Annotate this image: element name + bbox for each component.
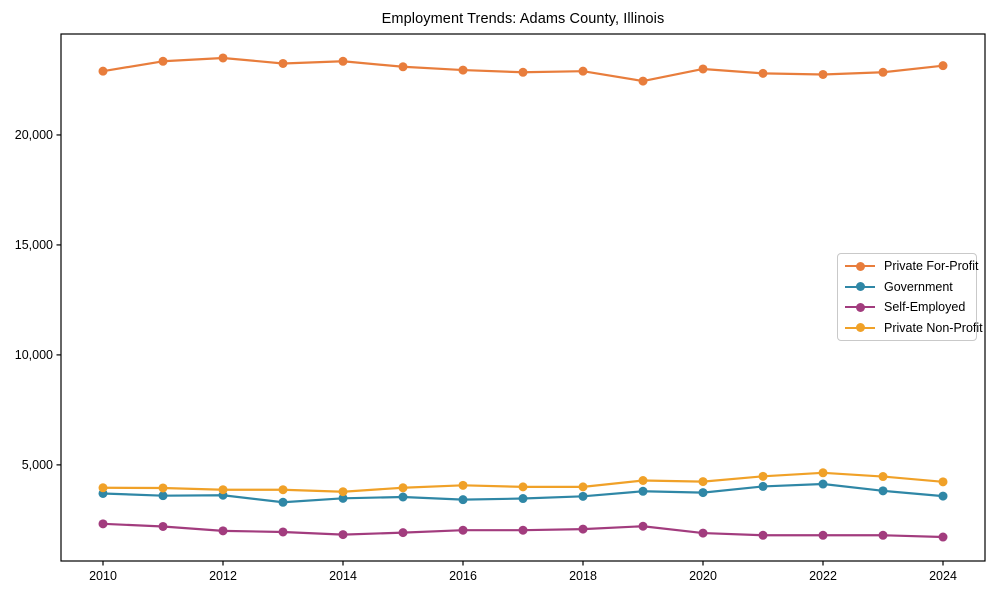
- data-point-marker: [458, 495, 468, 505]
- data-point-marker: [938, 61, 948, 71]
- x-tick-label: 2020: [689, 569, 717, 583]
- data-point-marker: [278, 497, 288, 507]
- chart-title: Employment Trends: Adams County, Illinoi…: [381, 11, 665, 27]
- data-point-marker: [398, 483, 408, 493]
- data-point-marker: [98, 483, 108, 493]
- data-point-marker: [518, 482, 528, 492]
- data-point-marker: [638, 486, 648, 496]
- data-point-marker: [758, 530, 768, 540]
- data-point-marker: [218, 526, 228, 536]
- data-point-marker: [878, 486, 888, 496]
- data-point-marker: [398, 492, 408, 502]
- data-point-marker: [338, 530, 348, 540]
- y-tick-label: 5,000: [22, 458, 53, 472]
- data-point-marker: [698, 477, 708, 487]
- data-point-marker: [98, 519, 108, 529]
- data-point-marker: [698, 488, 708, 498]
- data-point-marker: [638, 475, 648, 485]
- data-point-marker: [878, 472, 888, 482]
- data-point-marker: [458, 480, 468, 490]
- data-point-marker: [638, 521, 648, 531]
- legend-marker-icon: [845, 282, 875, 292]
- data-point-marker: [158, 491, 168, 501]
- data-point-marker: [278, 58, 288, 68]
- legend-marker-icon: [845, 261, 875, 271]
- data-point-marker: [578, 524, 588, 534]
- legend-item: Self-Employed: [845, 297, 969, 317]
- data-point-marker: [458, 525, 468, 535]
- x-tick-label: 2010: [89, 569, 117, 583]
- x-tick-label: 2014: [329, 569, 357, 583]
- legend-marker-icon: [845, 302, 875, 312]
- y-tick-label: 10,000: [15, 348, 53, 362]
- data-point-marker: [578, 482, 588, 492]
- data-point-marker: [938, 477, 948, 487]
- data-point-marker: [98, 66, 108, 76]
- x-tick-label: 2018: [569, 569, 597, 583]
- plot-border: [60, 33, 986, 562]
- legend-label: Self-Employed: [884, 300, 966, 315]
- data-point-marker: [938, 532, 948, 542]
- data-point-marker: [938, 491, 948, 501]
- data-point-marker: [518, 525, 528, 535]
- x-tick-label: 2024: [929, 569, 957, 583]
- data-point-marker: [698, 528, 708, 538]
- legend-item: Private Non-Profit: [845, 318, 983, 338]
- data-point-marker: [338, 56, 348, 66]
- x-tick-label: 2022: [809, 569, 837, 583]
- data-point-marker: [578, 66, 588, 76]
- data-point-marker: [758, 68, 768, 78]
- data-point-marker: [398, 62, 408, 72]
- data-point-marker: [878, 67, 888, 77]
- y-tick-label: 15,000: [15, 238, 53, 252]
- legend-item: Private For-Profit: [845, 256, 978, 276]
- data-point-marker: [158, 56, 168, 66]
- legend-label: Private For-Profit: [884, 259, 979, 274]
- data-point-marker: [158, 483, 168, 493]
- data-point-marker: [398, 528, 408, 538]
- data-point-marker: [578, 491, 588, 501]
- data-point-marker: [458, 65, 468, 75]
- y-tick-label: 20,000: [15, 128, 53, 142]
- data-point-marker: [638, 76, 648, 86]
- data-point-marker: [758, 471, 768, 481]
- data-point-marker: [218, 53, 228, 63]
- data-point-marker: [758, 481, 768, 491]
- x-tick-label: 2012: [209, 569, 237, 583]
- x-tick-label: 2016: [449, 569, 477, 583]
- data-point-marker: [278, 485, 288, 495]
- data-point-marker: [518, 494, 528, 504]
- legend-label: Government: [884, 279, 953, 294]
- data-point-marker: [818, 468, 828, 478]
- data-point-marker: [518, 67, 528, 77]
- data-point-marker: [158, 521, 168, 531]
- data-point-marker: [218, 485, 228, 495]
- data-point-marker: [698, 64, 708, 74]
- legend: Private For-Profit Government Self-Employe…: [837, 253, 983, 341]
- legend-label: Private Non-Profit: [884, 320, 983, 335]
- data-point-marker: [818, 69, 828, 79]
- legend-marker-icon: [845, 323, 875, 333]
- plot-area: 5,000 10,000 15,000 20,000 2010 2012 2014 2016 2…: [15, 33, 986, 583]
- legend-item: Government: [845, 277, 969, 297]
- data-point-marker: [338, 493, 348, 503]
- data-point-marker: [338, 487, 348, 497]
- data-point-marker: [818, 479, 828, 489]
- data-point-marker: [278, 527, 288, 537]
- data-point-marker: [818, 530, 828, 540]
- data-point-marker: [878, 530, 888, 540]
